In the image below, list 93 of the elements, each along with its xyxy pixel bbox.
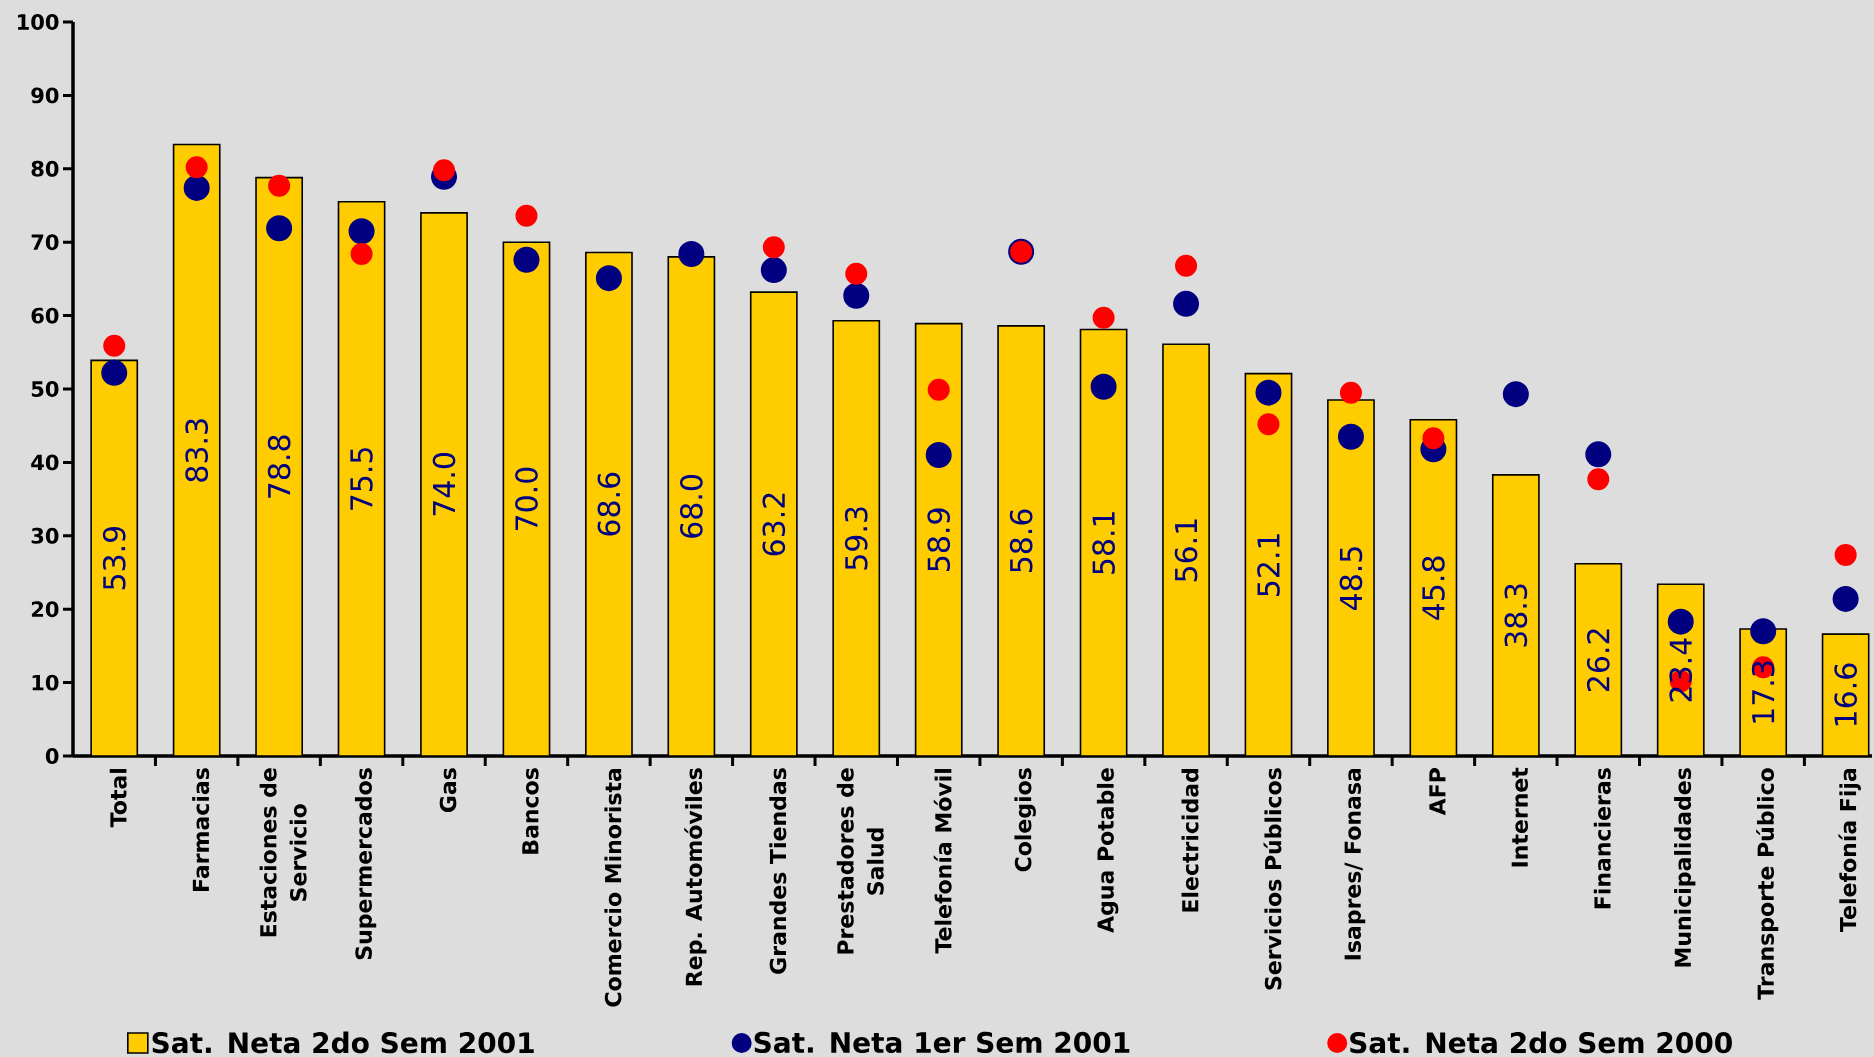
point bbox=[1832, 585, 1859, 612]
data-label: 26.2 bbox=[1586, 629, 1610, 692]
x-tick-label: Grandes Tiendas bbox=[769, 768, 787, 974]
point bbox=[1092, 306, 1115, 329]
point bbox=[1750, 618, 1777, 645]
point bbox=[760, 257, 787, 284]
y-tick-label: 20 bbox=[31, 601, 59, 618]
x-tick-label: AFP bbox=[1429, 768, 1446, 816]
data-label: 52.1 bbox=[1257, 534, 1280, 596]
x-tick-label: Estaciones de Servicio bbox=[259, 768, 307, 937]
y-tick-label: 0 bbox=[45, 748, 59, 764]
point bbox=[515, 204, 538, 227]
x-tick-label: Financieras bbox=[1593, 768, 1611, 909]
point bbox=[1585, 441, 1612, 468]
point bbox=[1257, 413, 1280, 436]
legend-label: Sat. Neta 1er Sem 2001 bbox=[754, 1031, 1130, 1054]
y-tick-label: 50 bbox=[31, 381, 59, 397]
point bbox=[1173, 290, 1200, 317]
x-tick-label: Farmacias bbox=[192, 768, 210, 891]
x-tick-label: Comercio Minorista bbox=[604, 768, 622, 1007]
x-tick-label: Total bbox=[109, 769, 127, 828]
x-tick-label: Gas bbox=[439, 768, 457, 813]
point bbox=[1337, 423, 1364, 450]
point bbox=[925, 442, 952, 469]
point bbox=[762, 236, 785, 259]
point bbox=[1175, 254, 1198, 277]
x-tick-label: Colegios bbox=[1014, 768, 1036, 872]
data-label: 68.6 bbox=[597, 472, 621, 536]
x-tick-label: Transporte Público bbox=[1756, 768, 1779, 1000]
y-tick-label: 60 bbox=[31, 307, 59, 324]
x-tick-label: Servicios Públicos bbox=[1263, 768, 1282, 990]
data-label: 45.8 bbox=[1422, 556, 1445, 620]
data-label: 75.5 bbox=[350, 448, 373, 510]
x-tick-label: Rep. Automóviles bbox=[684, 768, 707, 986]
data-label: 70.0 bbox=[515, 467, 538, 531]
y-tick-label: 10 bbox=[32, 674, 59, 691]
data-label: 68.0 bbox=[680, 475, 703, 538]
x-tick-label: Telefonía Fija bbox=[1838, 768, 1861, 932]
point bbox=[1255, 379, 1282, 406]
data-label: 59.3 bbox=[844, 507, 868, 570]
point bbox=[1587, 468, 1610, 491]
data-label: 53.9 bbox=[102, 526, 126, 590]
data-label: 58.1 bbox=[1092, 512, 1115, 574]
point bbox=[595, 265, 622, 292]
data-label: 16.6 bbox=[1834, 663, 1857, 726]
x-tick-label: Telefonía Móvil bbox=[933, 769, 952, 954]
legend-label: Sat. Neta 2do Sem 2001 bbox=[152, 1031, 534, 1054]
point bbox=[1667, 608, 1694, 635]
point bbox=[513, 246, 540, 273]
point bbox=[1339, 381, 1362, 404]
point bbox=[348, 218, 375, 245]
point bbox=[843, 282, 870, 309]
x-tick-label: Electricidad bbox=[1181, 769, 1199, 912]
y-tick-label: 30 bbox=[31, 527, 59, 544]
point bbox=[183, 174, 210, 201]
data-label: 58.6 bbox=[1009, 509, 1033, 573]
point bbox=[1422, 427, 1445, 450]
x-tick-label: Supermercados bbox=[354, 768, 377, 960]
point bbox=[266, 215, 293, 242]
point bbox=[927, 378, 950, 401]
point bbox=[185, 156, 208, 179]
legend-label: Sat. Neta 2do Sem 2000 bbox=[1350, 1031, 1732, 1054]
y-tick-label: 100 bbox=[18, 14, 59, 30]
data-label: 63.2 bbox=[762, 493, 786, 556]
point bbox=[845, 262, 868, 285]
y-tick-label: 40 bbox=[31, 454, 59, 471]
data-label: 23.4 bbox=[1669, 638, 1693, 702]
point bbox=[1502, 381, 1529, 408]
data-label: 83.3 bbox=[185, 419, 209, 482]
y-tick-label: 80 bbox=[31, 160, 59, 177]
point bbox=[268, 174, 291, 197]
point bbox=[433, 159, 456, 182]
point bbox=[1090, 373, 1117, 400]
data-label: 17.3 bbox=[1751, 661, 1775, 723]
data-label: 48.5 bbox=[1339, 547, 1363, 610]
x-tick-label: Internet bbox=[1511, 767, 1529, 867]
data-label: 74.0 bbox=[432, 453, 456, 516]
data-label: 56.1 bbox=[1174, 519, 1198, 582]
x-tick-label: Prestadores de Salud bbox=[836, 768, 884, 954]
y-tick-label: 70 bbox=[31, 234, 59, 251]
y-tick-label: 90 bbox=[31, 87, 59, 104]
data-label: 78.8 bbox=[267, 435, 291, 498]
x-tick-label: Municipalidades bbox=[1674, 768, 1696, 967]
data-label: 38.3 bbox=[1504, 584, 1528, 647]
point bbox=[1834, 543, 1857, 566]
point bbox=[678, 240, 705, 267]
x-tick-label: Bancos bbox=[522, 768, 539, 854]
x-tick-label: Agua Potable bbox=[1096, 768, 1119, 933]
point bbox=[350, 242, 373, 265]
point bbox=[101, 359, 128, 386]
x-tick-label: Isapres/ Fonasa bbox=[1344, 768, 1366, 960]
data-label: 58.9 bbox=[927, 508, 951, 571]
point bbox=[103, 334, 126, 357]
